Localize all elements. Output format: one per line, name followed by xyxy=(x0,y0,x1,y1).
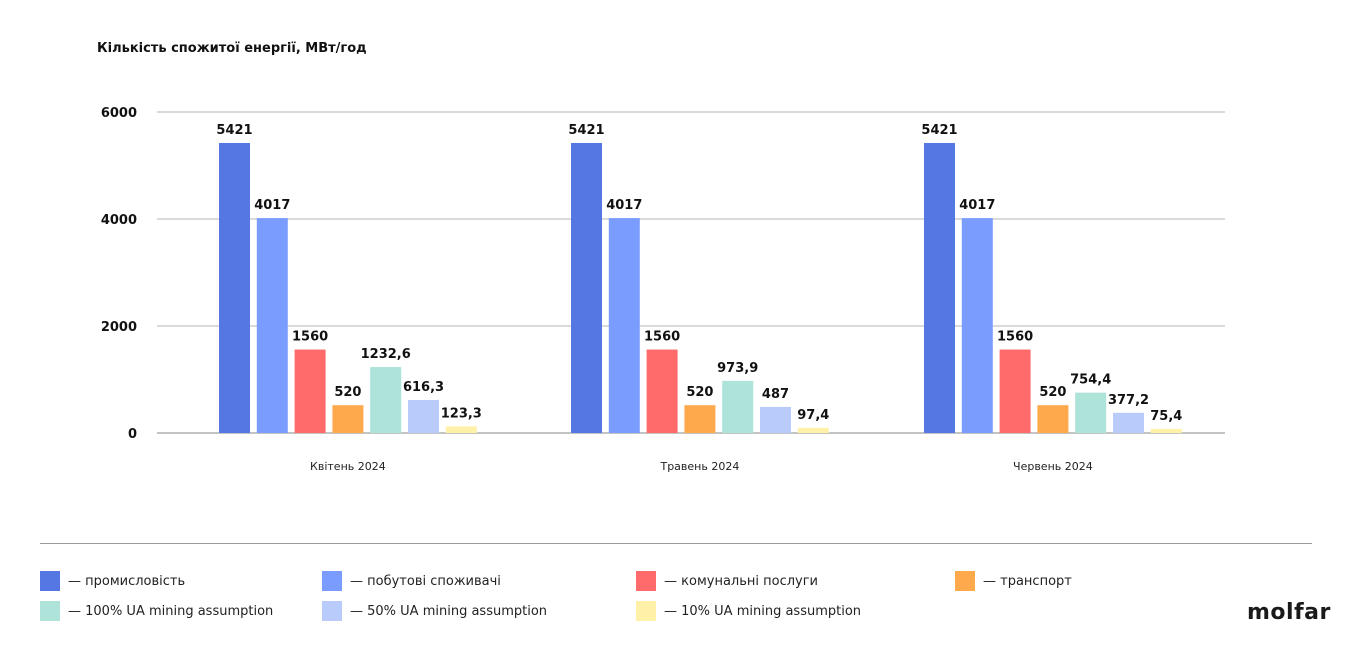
legend-label: — комунальні послуги xyxy=(664,573,819,589)
legend-item-mining-10: — 10% UA mining assumption xyxy=(636,600,861,622)
data-label: 97,4 xyxy=(797,408,829,423)
bar xyxy=(1113,412,1144,433)
legend-item-transport: — транспорт xyxy=(955,570,1072,592)
data-label: 520 xyxy=(1039,385,1066,400)
legend-swatch xyxy=(636,601,656,621)
bar xyxy=(999,349,1031,433)
bar xyxy=(722,380,754,433)
bar xyxy=(571,142,602,433)
bar xyxy=(797,427,829,433)
bar xyxy=(370,367,402,433)
legend-swatch xyxy=(636,571,656,591)
data-label: 5421 xyxy=(921,123,957,138)
data-label: 1232,6 xyxy=(361,347,411,362)
bar xyxy=(760,406,791,433)
legend-swatch xyxy=(40,571,60,591)
data-label: 5421 xyxy=(216,123,252,138)
bar xyxy=(1075,392,1107,433)
x-tick-label: Травень 2024 xyxy=(659,460,739,473)
y-tick-label: 4000 xyxy=(101,213,137,228)
brand-logo: molfar xyxy=(1247,600,1331,625)
data-label: 520 xyxy=(686,385,713,400)
legend-label: — промисловість xyxy=(68,573,186,589)
legend-swatch xyxy=(322,601,342,621)
bar xyxy=(961,218,993,433)
bar xyxy=(445,426,477,433)
bar xyxy=(332,405,364,433)
bar xyxy=(1150,428,1182,433)
data-label: 4017 xyxy=(606,198,642,213)
data-label: 4017 xyxy=(254,198,290,213)
bar xyxy=(408,400,439,433)
bar-chart: 0 2000 4000 6000 5421 5421 5421 4017 4017 4017 156… xyxy=(101,106,1225,473)
data-label: 5421 xyxy=(568,123,604,138)
legend-label: — побутові споживачі xyxy=(350,573,501,589)
legend-item-utilities: — комунальні послуги xyxy=(636,570,818,592)
chart-title: Кількість спожитої енергії, МВт/год xyxy=(97,41,367,56)
legend-label: — 100% UA mining assumption xyxy=(68,603,274,619)
bar xyxy=(608,218,640,433)
y-tick-label: 0 xyxy=(128,427,137,442)
x-tick-label: Квітень 2024 xyxy=(310,460,386,473)
data-label: 973,9 xyxy=(717,361,758,376)
data-label: 123,3 xyxy=(441,406,482,421)
bar xyxy=(924,142,955,433)
data-label: 1560 xyxy=(997,330,1033,345)
legend-swatch xyxy=(322,571,342,591)
data-label: 1560 xyxy=(644,330,680,345)
data-label: 75,4 xyxy=(1150,409,1182,424)
legend-item-mining-50: — 50% UA mining assumption xyxy=(322,600,547,622)
legend-label: — 50% UA mining assumption xyxy=(350,603,548,619)
y-tick-label: 6000 xyxy=(101,106,137,121)
data-label: 520 xyxy=(334,385,361,400)
legend-label: — транспорт xyxy=(983,573,1072,589)
x-tick-label: Червень 2024 xyxy=(1013,460,1093,473)
data-label: 754,4 xyxy=(1070,373,1111,388)
legend-item-households: — побутові споживачі xyxy=(322,570,501,592)
bar xyxy=(294,349,326,433)
legend-swatch xyxy=(40,601,60,621)
legend-label: — 10% UA mining assumption xyxy=(664,603,862,619)
legend-item-mining-100: — 100% UA mining assumption xyxy=(40,600,273,622)
bar xyxy=(1037,405,1069,433)
data-label: 1560 xyxy=(292,330,328,345)
y-tick-label: 2000 xyxy=(101,320,137,335)
bar xyxy=(684,405,716,433)
legend-swatch xyxy=(955,571,975,591)
bar xyxy=(256,218,288,433)
data-label: 616,3 xyxy=(403,380,444,395)
legend-divider xyxy=(40,543,1312,544)
data-label: 487 xyxy=(762,387,789,402)
data-label: 4017 xyxy=(959,198,995,213)
bar xyxy=(646,349,678,433)
bar xyxy=(219,142,250,433)
legend-item-industry: — промисловість xyxy=(40,570,185,592)
data-label: 377,2 xyxy=(1108,393,1149,408)
